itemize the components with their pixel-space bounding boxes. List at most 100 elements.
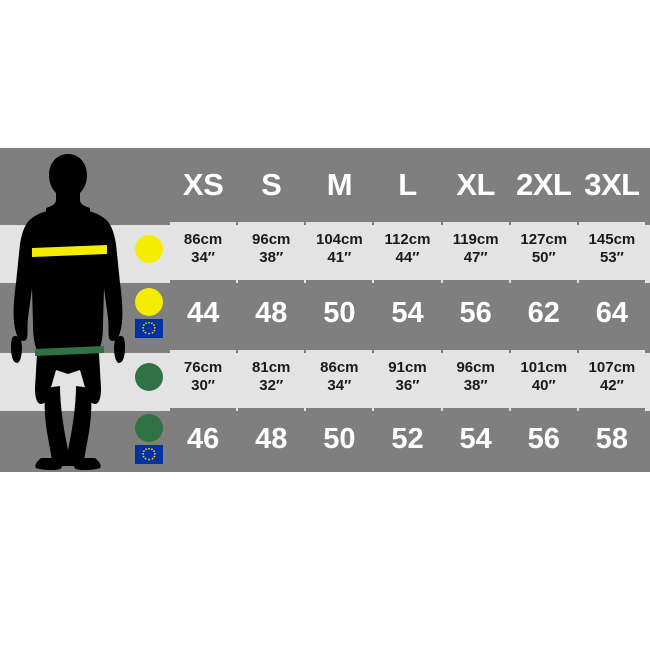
silhouette-shape [11,154,125,470]
value-in: 36″ [395,377,420,394]
value-in: 34″ [191,249,215,266]
header-cell-xs: XS [170,150,237,218]
value-in: 40″ [531,377,556,394]
value-cm: 107cm [588,359,636,377]
value-in: 30″ [191,377,215,394]
value-eu: 56 [459,296,492,329]
value-eu: 54 [459,422,492,455]
value-eu: 48 [255,296,288,329]
size-label: 2XL [516,166,572,202]
value-in: 44″ [395,249,420,266]
cell-chest-eu-2xl: 62 [510,280,577,346]
size-table: XS S M L XL 2XL 3XL [131,148,647,472]
chest-measure-line [32,245,107,257]
cell-chest-eu-l: 54 [374,280,441,346]
header-cell-xl: XL [442,150,509,218]
value-eu: 44 [186,296,220,329]
cell-waist-eu-2xl: 56 [510,408,577,470]
value-eu: 46 [186,422,220,455]
row-icon-waist-measurement [131,350,166,404]
cell-waist-xs: 76cm 30″ [170,350,237,404]
waist-measure-line [35,346,104,356]
value-in: 50″ [531,249,556,266]
cell-waist-eu-s: 48 [238,408,305,470]
value-cm: 127cm [520,231,568,249]
size-label: M [326,166,353,202]
cell-waist-l: 91cm 36″ [374,350,441,404]
value-in: 42″ [599,377,624,394]
value-cm: 81cm [252,359,291,377]
cell-chest-s: 96cm 38″ [238,222,305,276]
size-label: XL [456,166,495,202]
value-in: 38″ [463,377,488,394]
cell-chest-l: 112cm 44″ [374,222,441,276]
size-label: 3XL [584,166,640,202]
row-icon-chest-measurement [131,222,166,276]
cell-chest-3xl: 145cm 53″ [578,222,645,276]
value-in: 38″ [259,249,284,266]
cell-waist-m: 86cm 34″ [306,350,373,404]
cell-chest-eu-3xl: 64 [578,280,645,346]
value-in: 32″ [259,377,284,394]
header-cell-2xl: 2XL [510,150,577,218]
cell-chest-2xl: 127cm 50″ [510,222,577,276]
value-cm: 145cm [588,231,636,249]
value-cm: 86cm [183,231,223,249]
cell-waist-2xl: 101cm 40″ [510,350,577,404]
table-row-chest-eu-size: 44 48 50 54 56 62 64 [131,278,647,348]
value-in: 41″ [327,249,352,266]
cell-waist-3xl: 107cm 42″ [578,350,645,404]
row-icon-chest-eu-size [131,280,166,346]
header-icon-cell [131,150,166,218]
value-cm: 76cm [183,359,223,377]
value-cm: 101cm [520,359,568,377]
green-dot-icon [134,363,163,391]
cell-waist-eu-m: 50 [306,408,373,470]
header-cell-3xl: 3XL [578,150,645,218]
size-label: L [398,166,417,202]
yellow-dot-icon [134,288,163,316]
eu-flag-icon [134,445,163,464]
green-dot-icon [134,414,163,442]
cell-waist-eu-3xl: 58 [578,408,645,470]
value-in: 53″ [599,249,624,266]
eu-flag-icon [134,319,163,338]
table-header-row: XS S M L XL 2XL 3XL [131,148,647,220]
size-label: S [261,166,282,202]
cell-waist-s: 81cm 32″ [238,350,305,404]
header-cell-m: M [306,150,373,218]
size-label: XS [182,166,224,202]
value-cm: 119cm [452,231,499,249]
value-eu: 50 [323,296,356,329]
value-cm: 96cm [252,231,291,249]
value-in: 34″ [327,377,352,394]
cell-chest-xl: 119cm 47″ [442,222,509,276]
value-eu: 50 [323,422,356,455]
value-cm: 96cm [456,359,495,377]
value-eu: 64 [595,296,629,329]
value-eu: 58 [595,422,629,455]
cell-chest-xs: 86cm 34″ [170,222,237,276]
value-eu: 56 [527,422,560,455]
table-row-waist-measurement: 76cm 30″ 81cm 32″ 86cm 34″ 91cm 36″ 96cm… [131,348,647,406]
table-row-waist-eu-size: 46 48 50 52 54 56 58 [131,406,647,472]
value-eu: 62 [527,296,560,329]
value-in: 47″ [463,249,488,266]
value-eu: 48 [255,422,288,455]
cell-chest-eu-m: 50 [306,280,373,346]
body-silhouette [0,148,135,472]
cell-waist-eu-l: 52 [374,408,441,470]
value-eu: 54 [391,296,424,329]
cell-chest-eu-s: 48 [238,280,305,346]
value-cm: 91cm [388,359,427,377]
value-eu: 52 [391,422,424,455]
header-cell-s: S [238,150,305,218]
cell-chest-m: 104cm 41″ [306,222,373,276]
yellow-dot-icon [134,235,163,263]
row-icon-waist-eu-size [131,408,166,470]
cell-waist-xl: 96cm 38″ [442,350,509,404]
value-cm: 86cm [320,359,359,377]
table-row-chest-measurement: 86cm 34″ 96cm 38″ 104cm 41″ 112cm 44″ 11… [131,220,647,278]
value-cm: 112cm [384,231,431,249]
